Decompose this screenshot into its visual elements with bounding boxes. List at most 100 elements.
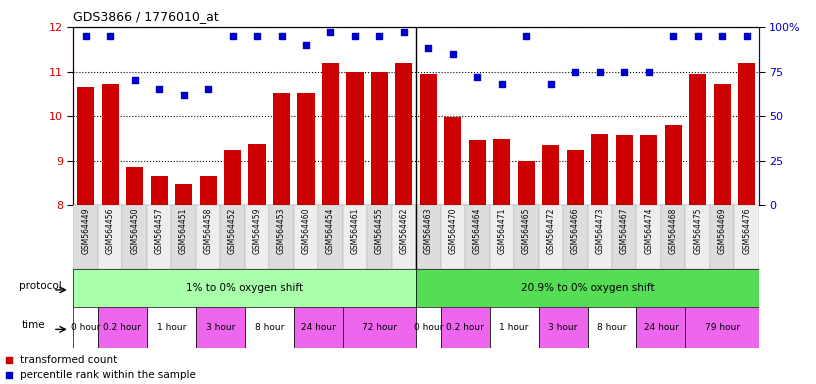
Bar xyxy=(419,74,437,205)
Bar xyxy=(322,63,339,205)
Point xyxy=(324,29,337,35)
Bar xyxy=(636,205,661,269)
Bar xyxy=(220,205,245,269)
Text: 3 hour: 3 hour xyxy=(548,323,578,332)
Bar xyxy=(294,307,343,348)
Bar xyxy=(269,205,294,269)
Text: GSM564476: GSM564476 xyxy=(742,207,752,254)
Bar xyxy=(73,269,416,307)
Bar xyxy=(566,150,583,205)
Point xyxy=(471,74,484,80)
Point xyxy=(397,29,410,35)
Bar xyxy=(468,140,486,205)
Point xyxy=(422,45,435,51)
Bar xyxy=(416,205,441,269)
Bar xyxy=(343,205,367,269)
Text: 72 hour: 72 hour xyxy=(362,323,397,332)
Bar xyxy=(150,176,168,205)
Bar xyxy=(441,205,465,269)
Text: GSM564467: GSM564467 xyxy=(619,207,629,254)
Text: GDS3866 / 1776010_at: GDS3866 / 1776010_at xyxy=(73,10,220,23)
Text: GSM564474: GSM564474 xyxy=(644,207,654,254)
Bar xyxy=(294,205,318,269)
Text: 0.2 hour: 0.2 hour xyxy=(446,323,484,332)
Text: GSM564475: GSM564475 xyxy=(693,207,703,254)
Bar xyxy=(588,307,636,348)
Point xyxy=(202,86,215,93)
Text: 1% to 0% oxygen shift: 1% to 0% oxygen shift xyxy=(186,283,304,293)
Bar xyxy=(416,307,441,348)
Point xyxy=(128,78,141,84)
Bar xyxy=(318,205,343,269)
Bar xyxy=(738,63,755,205)
Bar xyxy=(224,150,242,205)
Point xyxy=(618,68,631,74)
Bar xyxy=(517,161,534,205)
Bar xyxy=(734,205,759,269)
Text: GSM564457: GSM564457 xyxy=(154,207,164,254)
Bar xyxy=(396,63,412,205)
Bar xyxy=(98,205,122,269)
Text: time: time xyxy=(21,320,45,330)
Bar xyxy=(147,205,171,269)
Text: GSM564466: GSM564466 xyxy=(570,207,580,254)
Bar xyxy=(685,307,759,348)
Bar xyxy=(73,307,98,348)
Bar xyxy=(416,269,759,307)
Text: transformed count: transformed count xyxy=(20,356,117,366)
Text: GSM564452: GSM564452 xyxy=(228,207,237,254)
Text: GSM564461: GSM564461 xyxy=(350,207,360,254)
Bar xyxy=(661,205,685,269)
Point xyxy=(446,51,459,57)
Text: GSM564451: GSM564451 xyxy=(179,207,188,254)
Bar xyxy=(588,205,612,269)
Bar xyxy=(346,71,363,205)
Bar xyxy=(689,74,706,205)
Text: 0 hour: 0 hour xyxy=(71,323,100,332)
Bar xyxy=(636,307,685,348)
Point xyxy=(251,33,264,39)
Bar xyxy=(199,176,217,205)
Bar xyxy=(539,307,588,348)
Point xyxy=(373,33,386,39)
Text: 79 hour: 79 hour xyxy=(704,323,740,332)
Point xyxy=(593,68,606,74)
Bar xyxy=(392,205,416,269)
Bar xyxy=(248,144,266,205)
Text: GSM564471: GSM564471 xyxy=(497,207,507,254)
Bar xyxy=(245,205,269,269)
Text: GSM564465: GSM564465 xyxy=(521,207,531,254)
Text: GSM564472: GSM564472 xyxy=(546,207,556,254)
Point xyxy=(716,33,729,39)
Text: GSM564464: GSM564464 xyxy=(472,207,482,254)
Point xyxy=(104,33,117,39)
Bar xyxy=(101,84,119,205)
Text: GSM564469: GSM564469 xyxy=(717,207,727,254)
Text: GSM564453: GSM564453 xyxy=(277,207,286,254)
Point xyxy=(275,33,288,39)
Bar xyxy=(563,205,588,269)
Point xyxy=(279,151,292,157)
Point xyxy=(495,81,508,87)
Bar xyxy=(73,205,98,269)
Point xyxy=(348,33,361,39)
Text: GSM564473: GSM564473 xyxy=(595,207,605,254)
Text: 24 hour: 24 hour xyxy=(301,323,335,332)
Bar xyxy=(441,307,490,348)
Point xyxy=(520,33,533,39)
Text: 0 hour: 0 hour xyxy=(414,323,443,332)
Bar xyxy=(493,139,511,205)
Point xyxy=(226,33,239,39)
Bar xyxy=(664,125,681,205)
Bar xyxy=(542,145,559,205)
Text: 24 hour: 24 hour xyxy=(644,323,678,332)
Bar xyxy=(713,84,730,205)
Bar xyxy=(640,135,657,205)
Text: GSM564470: GSM564470 xyxy=(448,207,458,254)
Bar xyxy=(343,307,416,348)
Text: GSM564455: GSM564455 xyxy=(375,207,384,254)
Bar xyxy=(710,205,734,269)
Bar xyxy=(444,117,462,205)
Bar xyxy=(196,205,220,269)
Bar xyxy=(490,205,514,269)
